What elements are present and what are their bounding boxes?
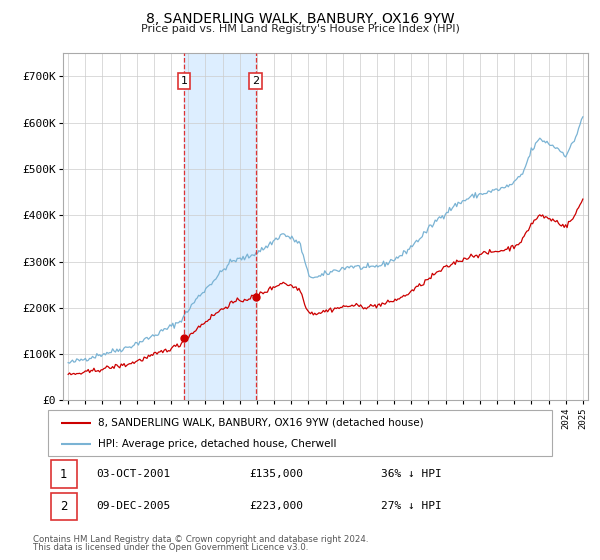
Text: 03-OCT-2001: 03-OCT-2001	[96, 469, 170, 479]
Text: 09-DEC-2005: 09-DEC-2005	[96, 501, 170, 511]
Text: 1: 1	[181, 76, 187, 86]
Text: 2: 2	[252, 76, 259, 86]
FancyBboxPatch shape	[48, 410, 552, 456]
Text: 8, SANDERLING WALK, BANBURY, OX16 9YW (detached house): 8, SANDERLING WALK, BANBURY, OX16 9YW (d…	[98, 418, 424, 428]
Text: HPI: Average price, detached house, Cherwell: HPI: Average price, detached house, Cher…	[98, 439, 337, 449]
Bar	[184, 53, 256, 400]
Text: This data is licensed under the Open Government Licence v3.0.: This data is licensed under the Open Gov…	[33, 543, 308, 552]
Text: Price paid vs. HM Land Registry's House Price Index (HPI): Price paid vs. HM Land Registry's House …	[140, 24, 460, 34]
Text: 27% ↓ HPI: 27% ↓ HPI	[380, 501, 442, 511]
Text: 2: 2	[60, 500, 67, 513]
FancyBboxPatch shape	[50, 460, 77, 488]
Text: 36% ↓ HPI: 36% ↓ HPI	[380, 469, 442, 479]
Text: £135,000: £135,000	[250, 469, 304, 479]
FancyBboxPatch shape	[50, 493, 77, 520]
Text: 1: 1	[60, 468, 67, 480]
Text: Contains HM Land Registry data © Crown copyright and database right 2024.: Contains HM Land Registry data © Crown c…	[33, 535, 368, 544]
Text: £223,000: £223,000	[250, 501, 304, 511]
Text: 8, SANDERLING WALK, BANBURY, OX16 9YW: 8, SANDERLING WALK, BANBURY, OX16 9YW	[146, 12, 454, 26]
